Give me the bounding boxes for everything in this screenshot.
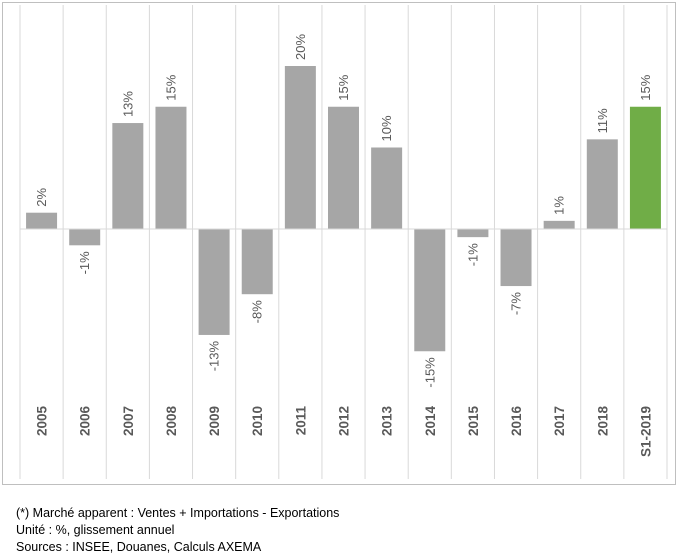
- value-label-2012: 15%: [336, 74, 351, 100]
- bar-2007: [112, 123, 144, 229]
- category-label-2018: 2018: [595, 406, 610, 437]
- category-label-2012: 2012: [337, 406, 352, 436]
- value-label-2016: -7%: [509, 292, 524, 316]
- gridlines: [19, 5, 668, 479]
- bar-2009: [198, 229, 230, 335]
- category-label-2017: 2017: [552, 406, 567, 436]
- category-label-2014: 2014: [423, 406, 438, 437]
- category-label-2009: 2009: [207, 406, 222, 436]
- bar-2006: [69, 229, 101, 246]
- bar-2015: [457, 229, 489, 238]
- category-label-2006: 2006: [78, 406, 93, 437]
- footnotes: (*) Marché apparent : Ventes + Importati…: [16, 505, 339, 556]
- category-label-2008: 2008: [164, 406, 179, 437]
- bar-2016: [500, 229, 532, 287]
- value-label-2013: 10%: [379, 115, 394, 141]
- category-label-2005: 2005: [35, 406, 50, 437]
- value-label-2014: -15%: [422, 357, 437, 388]
- category-label-2016: 2016: [509, 406, 524, 437]
- bar-2014: [414, 229, 446, 352]
- bars: [26, 66, 661, 352]
- bar-chart: 2% -1% 13% 15% -13% -8% 20% 15% 10% -15% -1% -7% 1% 1…: [19, 5, 668, 479]
- value-label-2015: -1%: [465, 243, 480, 267]
- value-labels: 2% -1% 13% 15% -13% -8% 20% 15% 10% -15% -1% -7% 1% 1…: [34, 34, 653, 388]
- bar-2017: [543, 220, 575, 229]
- category-label-2011: 2011: [293, 406, 308, 436]
- footnote-unit: Unité : %, glissement annuel: [16, 523, 175, 537]
- category-label-2013: 2013: [380, 406, 395, 437]
- category-label-2010: 2010: [250, 406, 265, 436]
- bar-2005: [26, 212, 58, 229]
- bar-2010: [241, 229, 273, 295]
- value-label-2005: 2%: [34, 187, 49, 206]
- value-label-2010: -8%: [250, 300, 265, 324]
- bar-2012: [328, 106, 359, 229]
- footnote-definition: (*) Marché apparent : Ventes + Importati…: [16, 506, 340, 520]
- bar-2011: [284, 66, 316, 229]
- bar-S1-2019: [629, 106, 661, 229]
- value-label-2017: 1%: [552, 196, 567, 215]
- value-label-2008: 15%: [163, 74, 178, 100]
- value-label-2009: -13%: [207, 341, 222, 372]
- value-label-2007: 13%: [120, 91, 135, 117]
- category-label-2015: 2015: [466, 406, 481, 437]
- category-label-2007: 2007: [121, 406, 136, 436]
- bar-2013: [371, 147, 403, 229]
- value-label-2006: -1%: [77, 251, 92, 275]
- value-label-2011: 20%: [293, 34, 308, 60]
- category-labels: 2005 2006 2007 2008 2009 2010 2011 2012 2013 2014…: [35, 406, 654, 458]
- bar-2018: [586, 139, 618, 229]
- chart-area: 2% -1% 13% 15% -13% -8% 20% 15% 10% -15% -1% -7% 1% 1…: [2, 2, 676, 485]
- footnote-sources: Sources : INSEE, Douanes, Calculs AXEMA: [16, 540, 262, 554]
- category-label-S1-2019: S1-2019: [638, 406, 653, 457]
- value-label-S1-2019: 15%: [638, 74, 653, 100]
- value-label-2018: 11%: [595, 108, 610, 133]
- bar-2008: [155, 106, 187, 229]
